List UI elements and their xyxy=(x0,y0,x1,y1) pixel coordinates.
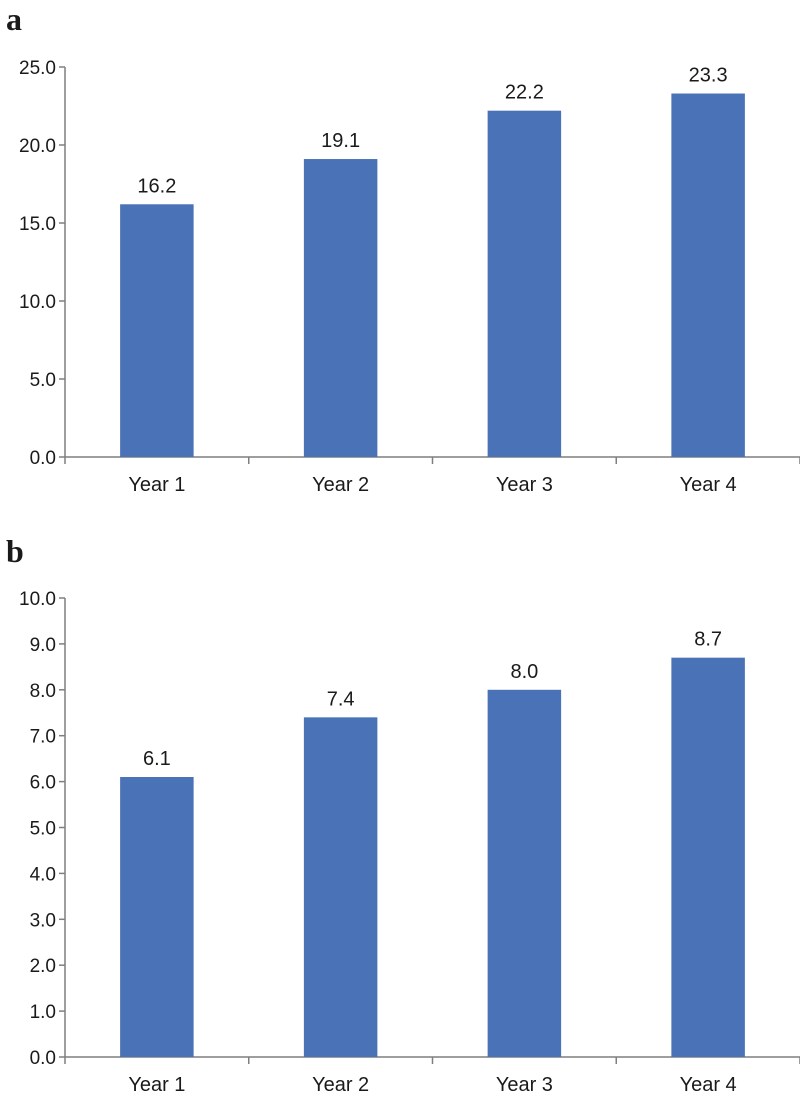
y-tick-label: 10.0 xyxy=(19,292,56,313)
data-label: 8.7 xyxy=(694,629,722,651)
data-label: 8.0 xyxy=(510,661,538,683)
y-tick-label: 9.0 xyxy=(30,635,56,656)
x-tick-label: Year 3 xyxy=(496,474,553,496)
data-label: 23.3 xyxy=(689,65,728,87)
y-tick-label: 2.0 xyxy=(30,956,56,977)
data-label: 19.1 xyxy=(321,130,360,152)
x-tick-label: Year 3 xyxy=(496,1074,553,1096)
data-label: 6.1 xyxy=(143,748,171,770)
y-tick-label: 5.0 xyxy=(30,370,56,391)
x-tick-label: Year 1 xyxy=(128,474,185,496)
data-label: 22.2 xyxy=(505,82,544,104)
y-tick-label: 0.0 xyxy=(30,448,56,469)
bar xyxy=(487,689,562,1057)
x-tick-label: Year 2 xyxy=(312,1074,369,1096)
data-label: 7.4 xyxy=(327,688,355,710)
plot-area-a: 0.0 5.0 10.0 15.0 20.0 25.0 16.2 Year 1 19.1 Year… xyxy=(19,58,800,496)
y-tick-label: 3.0 xyxy=(30,910,56,931)
panel-label-b: b xyxy=(6,533,24,569)
x-tick-label: Year 1 xyxy=(128,1074,185,1096)
bar xyxy=(487,110,562,458)
x-tick-label: Year 4 xyxy=(680,1074,737,1096)
bar xyxy=(303,159,378,458)
y-tick-label: 10.0 xyxy=(19,589,56,610)
bar xyxy=(120,777,194,1057)
y-tick-label: 1.0 xyxy=(30,1002,56,1023)
panel-label-a: a xyxy=(6,1,22,37)
chart-panel-b: b 0.0 1.0 2.0 3.0 4.0 5.0 6.0 7.0 8.0 9.0 10.0 6.1 Y… xyxy=(6,533,800,1096)
y-tick-label: 6.0 xyxy=(30,773,56,794)
data-label: 16.2 xyxy=(137,175,176,197)
chart-panel-a: a 0.0 5.0 10.0 15.0 20.0 25.0 16.2 Year 1 19.1 Ye… xyxy=(6,1,800,496)
bar xyxy=(671,657,745,1057)
y-tick-label: 4.0 xyxy=(30,864,56,885)
x-tick-label: Year 2 xyxy=(312,474,369,496)
bar xyxy=(120,204,194,457)
y-tick-label: 25.0 xyxy=(19,58,56,79)
y-tick-label: 0.0 xyxy=(30,1048,56,1069)
bar xyxy=(671,93,745,458)
y-tick-label: 20.0 xyxy=(19,136,56,157)
y-tick-label: 7.0 xyxy=(30,727,56,748)
plot-area-b: 0.0 1.0 2.0 3.0 4.0 5.0 6.0 7.0 8.0 9.0 10.0 6.1 Yea… xyxy=(19,589,800,1096)
y-tick-label: 15.0 xyxy=(19,214,56,235)
y-tick-label: 5.0 xyxy=(30,819,56,840)
x-tick-label: Year 4 xyxy=(680,474,737,496)
y-tick-label: 8.0 xyxy=(30,681,56,702)
bar xyxy=(303,717,378,1057)
